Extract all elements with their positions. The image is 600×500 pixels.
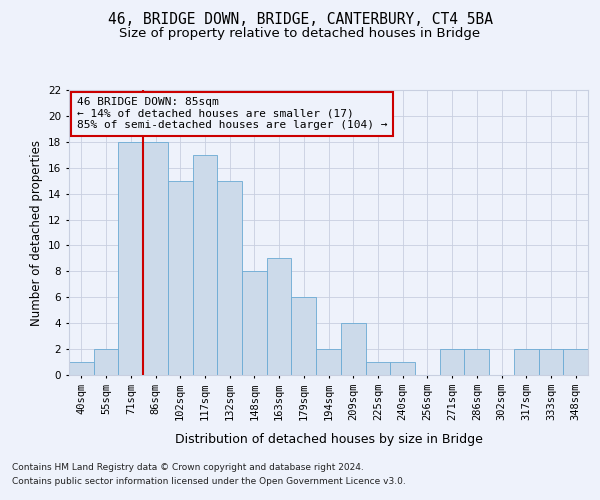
Text: 46 BRIDGE DOWN: 85sqm
← 14% of detached houses are smaller (17)
85% of semi-deta: 46 BRIDGE DOWN: 85sqm ← 14% of detached … (77, 97, 387, 130)
Bar (242, 272, 267, 375)
Text: 46, BRIDGE DOWN, BRIDGE, CANTERBURY, CT4 5BA: 46, BRIDGE DOWN, BRIDGE, CANTERBURY, CT4… (107, 12, 493, 28)
Bar (143, 142, 168, 375)
Bar (217, 180, 242, 375)
Text: Size of property relative to detached houses in Bridge: Size of property relative to detached ho… (119, 28, 481, 40)
Bar (292, 298, 316, 375)
Bar (94, 349, 118, 375)
Bar (563, 349, 588, 375)
Bar (464, 349, 489, 375)
Bar (365, 362, 390, 375)
Bar (69, 362, 94, 375)
Bar (341, 323, 365, 375)
Bar (390, 362, 415, 375)
Bar (440, 349, 464, 375)
Bar (316, 349, 341, 375)
Bar (118, 142, 143, 375)
Bar (514, 349, 539, 375)
Y-axis label: Number of detached properties: Number of detached properties (29, 140, 43, 326)
Text: Contains public sector information licensed under the Open Government Licence v3: Contains public sector information licen… (12, 478, 406, 486)
Text: Distribution of detached houses by size in Bridge: Distribution of detached houses by size … (175, 432, 483, 446)
Bar (267, 258, 292, 375)
Bar (193, 155, 217, 375)
Bar (539, 349, 563, 375)
Bar (168, 180, 193, 375)
Text: Contains HM Land Registry data © Crown copyright and database right 2024.: Contains HM Land Registry data © Crown c… (12, 462, 364, 471)
